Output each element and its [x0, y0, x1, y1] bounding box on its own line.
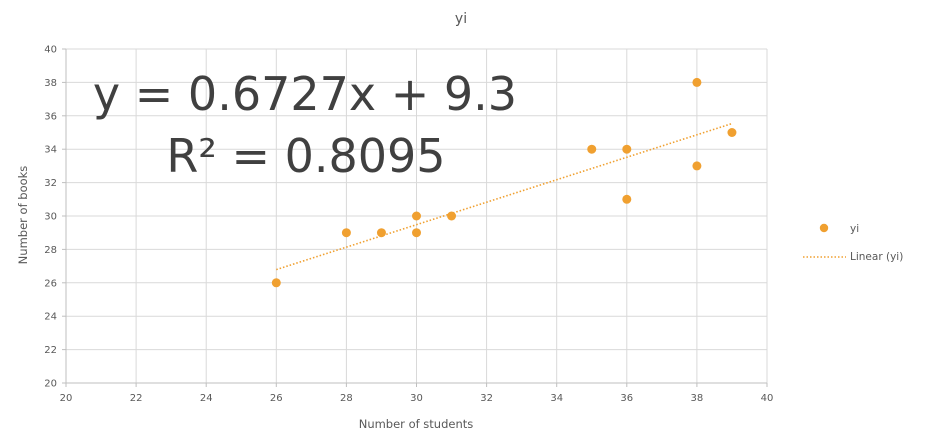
- x-tick-label: 34: [550, 393, 563, 404]
- data-point: [727, 128, 737, 137]
- data-point: [376, 228, 386, 238]
- x-tick-label: 26: [270, 393, 283, 404]
- legend-label-yi: yi: [850, 223, 859, 235]
- y-tick-label: 20: [44, 379, 57, 390]
- legend-marker-yi: [819, 223, 829, 233]
- x-tick-label: 20: [60, 393, 73, 404]
- x-axis-title: Number of students: [359, 417, 474, 431]
- data-point: [622, 144, 632, 154]
- data-point: [271, 278, 281, 288]
- data-point: [412, 211, 421, 221]
- data-point: [692, 161, 702, 171]
- gridlines: [66, 48, 768, 383]
- y-tick-label: 30: [44, 212, 57, 223]
- chart-title: yi: [455, 11, 467, 27]
- axes: [62, 48, 768, 387]
- x-tick-label: 24: [200, 393, 213, 404]
- data-point: [341, 228, 351, 238]
- data-point: [412, 228, 421, 238]
- y-tick-label: 26: [44, 278, 57, 289]
- legend: yi Linear (yi): [803, 223, 903, 263]
- x-tick-label: 40: [761, 393, 774, 404]
- x-tick-label: 36: [620, 393, 633, 404]
- data-points: [271, 77, 737, 288]
- r-squared-label: R² = 0.8095: [166, 129, 445, 183]
- y-axis-title: Number of books: [16, 166, 30, 265]
- y-tick-label: 28: [44, 245, 57, 256]
- y-axis-ticks: 20 22 24 26 28 30 32 34 36 38 40: [44, 45, 57, 390]
- y-tick-label: 24: [44, 312, 57, 323]
- x-tick-label: 30: [410, 393, 423, 404]
- y-tick-label: 38: [44, 78, 57, 89]
- y-tick-label: 32: [44, 178, 57, 189]
- x-tick-label: 32: [480, 393, 493, 404]
- data-point: [622, 194, 632, 204]
- x-tick-label: 22: [130, 393, 143, 404]
- data-point: [587, 144, 597, 154]
- legend-label-trendline: Linear (yi): [850, 251, 903, 263]
- x-tick-label: 38: [691, 393, 704, 404]
- regression-equation: y = 0.6727x + 9.3: [93, 67, 517, 121]
- trendline: [276, 122, 733, 271]
- trendline-group: [276, 122, 733, 271]
- x-tick-label: 28: [340, 393, 353, 404]
- data-point: [692, 77, 702, 87]
- y-tick-label: 40: [44, 45, 57, 56]
- x-axis-ticks: 20 22 24 26 28 30 32 34 36 38 40: [60, 393, 774, 404]
- y-tick-label: 34: [44, 145, 57, 156]
- y-tick-label: 22: [44, 345, 57, 356]
- y-tick-label: 36: [44, 111, 57, 122]
- data-point: [447, 211, 457, 221]
